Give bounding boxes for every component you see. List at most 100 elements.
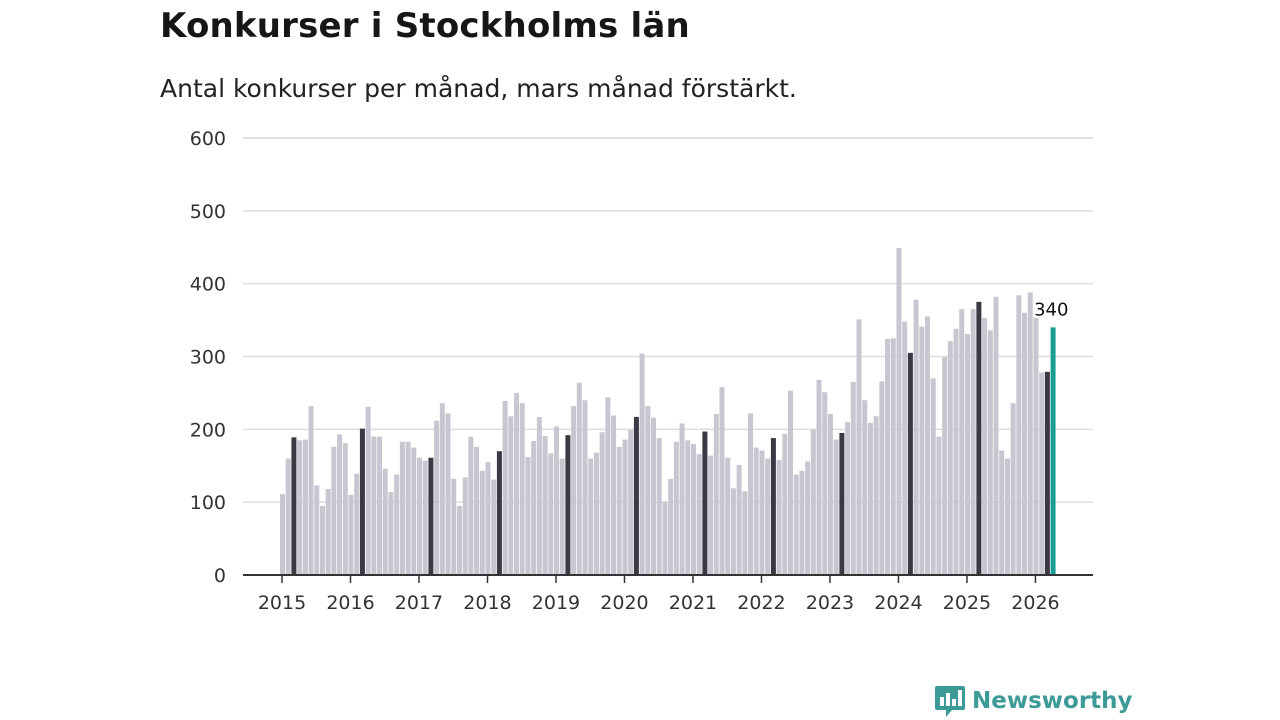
bar [867, 422, 873, 575]
bar [959, 309, 965, 575]
bar [770, 438, 776, 575]
bar [651, 417, 657, 575]
bar [588, 458, 594, 575]
bar [422, 460, 428, 575]
bar [582, 400, 588, 575]
bar [445, 413, 451, 575]
bar [1044, 371, 1050, 575]
bar [982, 317, 988, 575]
bar [354, 473, 360, 575]
bar [605, 397, 611, 575]
x-tick-label: 2022 [737, 592, 785, 614]
bar [964, 333, 970, 575]
bar [285, 458, 291, 575]
bar [970, 309, 976, 575]
bar [890, 338, 896, 575]
bar [508, 416, 514, 575]
bar [428, 457, 434, 575]
bar [656, 438, 662, 575]
bar [799, 470, 805, 575]
bar [337, 434, 343, 575]
bar [696, 454, 702, 575]
bar [502, 400, 508, 575]
bar [913, 299, 919, 575]
bar [599, 432, 605, 575]
bar [382, 468, 388, 575]
bar [485, 462, 491, 575]
bar [553, 426, 559, 575]
bar [679, 423, 685, 575]
bar [805, 461, 811, 575]
bar [519, 403, 525, 575]
bar [394, 474, 400, 575]
bar [873, 416, 879, 575]
bar [302, 439, 308, 575]
bar [491, 479, 497, 575]
bar [405, 441, 411, 575]
bar [559, 458, 565, 575]
bar [947, 341, 953, 575]
x-tick-label: 2015 [258, 592, 306, 614]
chart-subtitle: Antal konkurser per månad, mars månad fö… [160, 74, 797, 103]
bar [1050, 327, 1056, 575]
x-tick-label: 2025 [943, 592, 991, 614]
y-tick-label: 0 [214, 565, 226, 587]
bar [474, 446, 480, 575]
bar [536, 416, 542, 575]
x-tick-label: 2016 [326, 592, 374, 614]
x-tick-label: 2019 [532, 592, 580, 614]
bar [542, 435, 548, 575]
x-tick-label: 2018 [463, 592, 511, 614]
y-tick-label: 400 [190, 274, 226, 296]
y-tick-label: 300 [190, 347, 226, 369]
latest-value-label: 340 [1034, 299, 1068, 320]
bar [879, 381, 885, 575]
bar [399, 441, 405, 575]
y-tick-label: 100 [190, 492, 226, 514]
x-tick-label: 2021 [669, 592, 717, 614]
bar [816, 379, 822, 575]
bar [622, 439, 628, 575]
bar [839, 432, 845, 575]
bar [525, 457, 531, 575]
bar [850, 381, 856, 575]
bar [593, 452, 599, 575]
bar [753, 447, 759, 575]
x-tick-label: 2020 [600, 592, 648, 614]
bar [827, 414, 833, 575]
newsworthy-brand: Newsworthy [934, 684, 1133, 718]
bar [576, 382, 582, 575]
bar [673, 441, 679, 575]
bar [462, 477, 468, 575]
bar [416, 457, 422, 575]
x-tick-label: 2017 [395, 592, 443, 614]
bar [702, 431, 708, 575]
bar [725, 457, 731, 575]
bar [616, 446, 622, 575]
bar [987, 330, 993, 575]
bar [325, 489, 331, 575]
bar [1027, 292, 1033, 575]
bar [468, 436, 474, 575]
bar [793, 474, 799, 575]
bar [388, 491, 394, 575]
bar [1004, 458, 1010, 575]
latest-value-label-halo: 340 [1034, 299, 1068, 320]
bar [719, 387, 725, 575]
bar [930, 378, 936, 575]
bar [496, 451, 502, 575]
bar [434, 420, 440, 575]
x-tick-label: 2024 [874, 592, 922, 614]
bar [907, 352, 913, 575]
bar [902, 321, 908, 575]
bar [736, 465, 742, 575]
bar [548, 453, 554, 575]
bar [993, 296, 999, 575]
bar [371, 436, 377, 575]
bar [451, 478, 457, 575]
bar [662, 501, 668, 575]
bar [348, 494, 354, 575]
bar [999, 450, 1005, 575]
newsworthy-logo-icon [935, 686, 965, 717]
bar [782, 433, 788, 575]
